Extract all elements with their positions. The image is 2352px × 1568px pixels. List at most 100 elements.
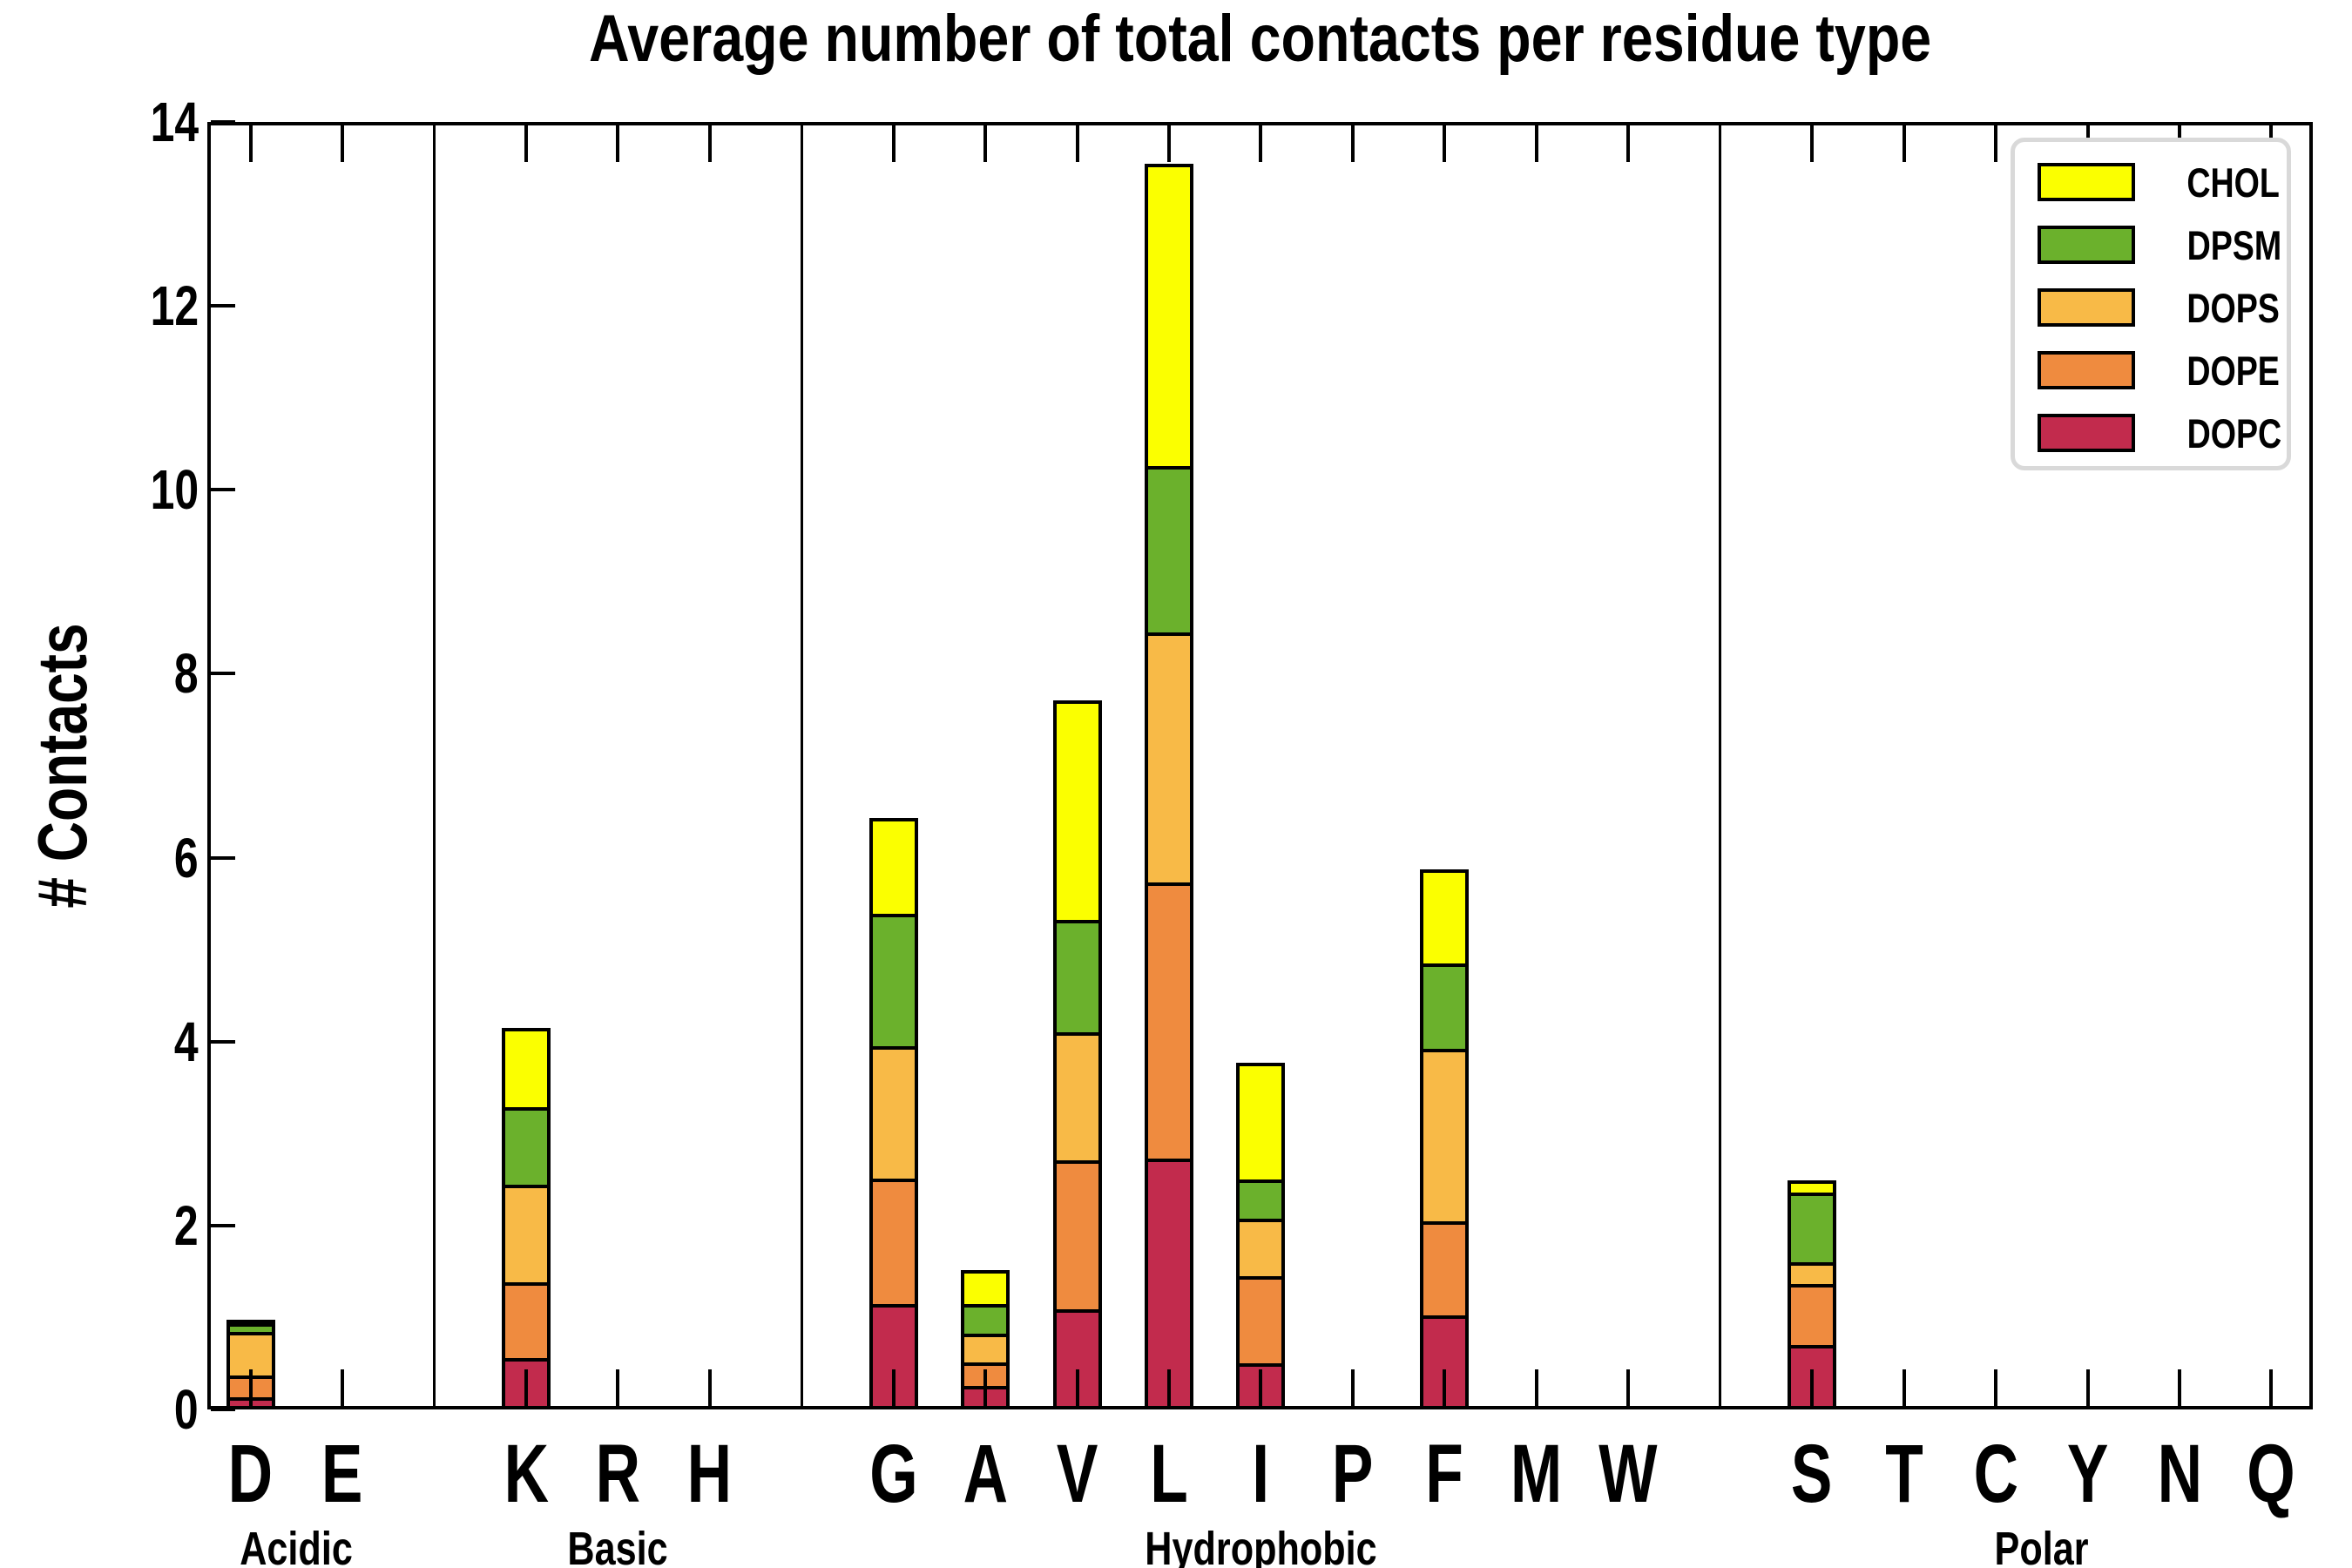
y-tick-label: 2 — [16, 1186, 199, 1265]
y-axis-tick — [211, 1039, 235, 1044]
x-axis-tick-bottom-C — [1994, 1369, 1998, 1409]
x-tick-label-Q: Q — [2201, 1429, 2341, 1520]
y-tick-label-text: 2 — [174, 1193, 199, 1257]
x-tick-label-I: I — [1191, 1429, 1330, 1520]
legend-item-DOPS: DOPS — [2015, 287, 2287, 328]
group-label-text: Polar — [1994, 1523, 2089, 1568]
x-tick-label-D: D — [181, 1429, 321, 1520]
legend-label-text: DOPE — [2186, 348, 2280, 394]
x-tick-label-M: M — [1467, 1429, 1606, 1520]
y-axis-tick — [211, 672, 235, 676]
x-axis-tick-top-H — [707, 122, 712, 162]
bar-S-segment-CHOL — [1788, 1180, 1837, 1196]
bar-F-segment-DPSM — [1420, 963, 1470, 1053]
bar-K-segment-DOPE — [501, 1282, 551, 1362]
plot-border — [207, 122, 2313, 1409]
x-axis-tick-bottom-P — [1350, 1369, 1355, 1409]
x-axis-tick-bottom-R — [616, 1369, 620, 1409]
y-tick-label: 4 — [16, 1003, 199, 1081]
x-axis-tick-top-I — [1259, 122, 1263, 162]
x-tick-label-E: E — [273, 1429, 412, 1520]
x-tick-label-R: R — [548, 1429, 687, 1520]
group-label-basic: Basic — [443, 1523, 792, 1568]
x-tick-label-C: C — [1926, 1429, 2065, 1520]
bar-S-segment-DOPS — [1788, 1262, 1837, 1288]
legend-swatch-DOPS — [2038, 288, 2135, 327]
bar-L-segment-CHOL — [1145, 163, 1193, 470]
legend-label-CHOL: CHOL — [2175, 159, 2291, 206]
legend-label-text: CHOL — [2186, 159, 2280, 206]
x-tick-label-text: K — [504, 1428, 549, 1520]
bar-F-segment-CHOL — [1420, 869, 1470, 967]
legend-label-text: DOPC — [2186, 410, 2282, 456]
y-tick-label-text: 14 — [150, 91, 199, 153]
chart-title-text: Average number of total contacts per res… — [588, 2, 1932, 76]
x-axis-tick-top-C — [1994, 122, 1998, 162]
x-tick-label-text: D — [227, 1428, 274, 1520]
bar-G-segment-DOPS — [868, 1045, 918, 1182]
x-axis-tick-bottom-H — [707, 1369, 712, 1409]
bar-V-segment-DOPC — [1052, 1308, 1102, 1409]
y-axis-label-text: # Contacts — [24, 623, 101, 909]
y-tick-label-text: 0 — [174, 1378, 199, 1441]
x-axis-tick-bottom-L — [1167, 1369, 1171, 1409]
bar-D-segment-CHOL — [226, 1319, 275, 1327]
x-tick-label-W: W — [1558, 1429, 1698, 1520]
bar-S-segment-DPSM — [1788, 1192, 1837, 1267]
legend-box: CHOL DPSM DOPS DOPE DOPC — [2011, 138, 2291, 470]
legend-swatch-DOPE — [2038, 351, 2135, 389]
x-axis-tick-top-A — [983, 122, 988, 162]
x-axis-tick-bottom-Q — [2269, 1369, 2274, 1409]
y-tick-label: 8 — [16, 634, 199, 713]
x-axis-tick-top-T — [1902, 122, 1906, 162]
x-tick-label-text: T — [1884, 1428, 1923, 1520]
y-tick-label: 12 — [16, 267, 199, 345]
bar-V-segment-DOPS — [1052, 1032, 1102, 1164]
group-label-hydrophobic: Hydrophobic — [1086, 1523, 1435, 1568]
y-tick-label-text: 12 — [150, 274, 199, 338]
y-tick-label: 6 — [16, 819, 199, 897]
legend-label-text: DPSM — [2186, 222, 2282, 268]
x-tick-label-text: C — [1973, 1428, 2018, 1520]
x-axis-tick-bottom-F — [1443, 1369, 1447, 1409]
y-tick-label-text: 6 — [174, 826, 199, 889]
x-axis-tick-top-G — [891, 122, 896, 162]
x-tick-label-text: A — [963, 1428, 1008, 1520]
x-tick-label-L: L — [1099, 1429, 1239, 1520]
x-axis-tick-top-R — [616, 122, 620, 162]
x-axis-tick-bottom-N — [2177, 1369, 2181, 1409]
x-tick-label-text: R — [595, 1428, 641, 1520]
x-tick-label-Y: Y — [2018, 1429, 2158, 1520]
y-tick-label-text: 8 — [174, 642, 199, 706]
legend-label-DPSM: DPSM — [2175, 222, 2294, 268]
group-separator-line — [1719, 122, 1722, 1409]
legend-item-DOPE: DOPE — [2015, 350, 2287, 391]
y-tick-label-text: 4 — [174, 1010, 199, 1073]
legend-swatch-DPSM — [2038, 226, 2135, 264]
legend-swatch-CHOL — [2038, 163, 2135, 201]
legend-label-DOPE: DOPE — [2175, 348, 2291, 394]
y-axis-tick — [211, 1408, 235, 1411]
x-tick-label-text: F — [1425, 1428, 1464, 1520]
legend-item-CHOL: CHOL — [2015, 162, 2287, 203]
bar-F-segment-DOPE — [1420, 1220, 1470, 1320]
x-axis-tick-top-E — [340, 122, 344, 162]
legend-swatch-DOPC — [2038, 414, 2135, 452]
x-axis-tick-bottom-Y — [2085, 1369, 2090, 1409]
group-label-polar: Polar — [1868, 1523, 2216, 1568]
y-tick-label: 0 — [16, 1370, 199, 1449]
x-tick-label-P: P — [1283, 1429, 1423, 1520]
legend-item-DOPC: DOPC — [2015, 410, 2287, 456]
x-tick-label-text: H — [687, 1428, 733, 1520]
chart-title: Average number of total contacts per res… — [207, 2, 2313, 77]
x-tick-label-T: T — [1835, 1429, 1974, 1520]
x-axis-tick-bottom-T — [1902, 1369, 1906, 1409]
legend-item-DPSM: DPSM — [2015, 225, 2287, 266]
x-tick-label-text: P — [1332, 1428, 1374, 1520]
bar-L-segment-DOPE — [1145, 882, 1193, 1162]
x-axis-tick-bottom-K — [524, 1369, 528, 1409]
x-axis-tick-top-S — [1810, 122, 1815, 162]
y-tick-label: 14 — [16, 83, 199, 161]
bar-L-segment-DOPS — [1145, 632, 1193, 887]
